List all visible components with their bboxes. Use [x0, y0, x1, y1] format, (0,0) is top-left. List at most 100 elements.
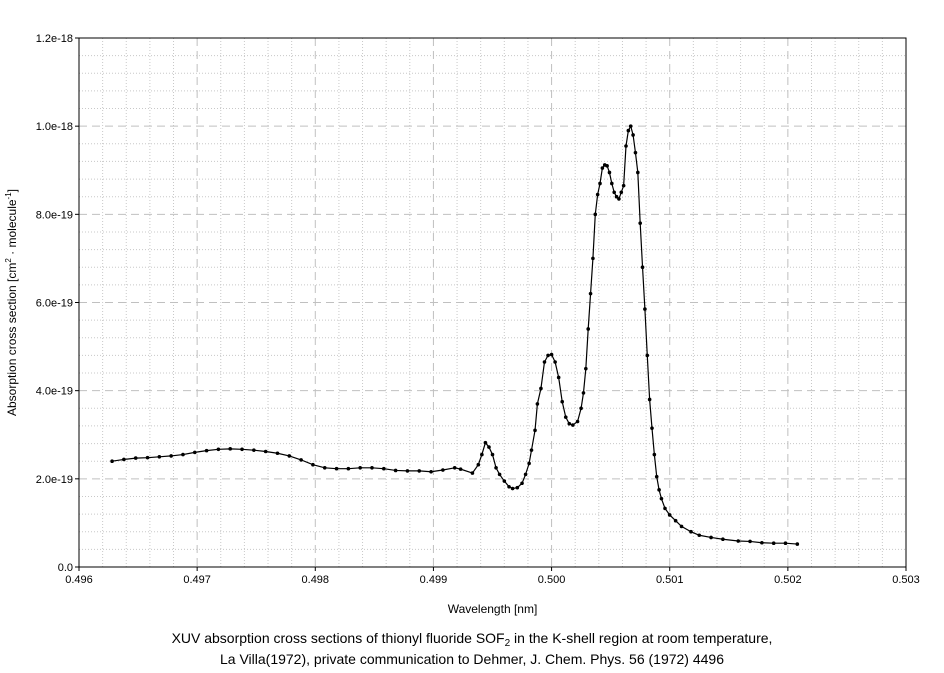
axis-ticks: [75, 37, 907, 571]
data-point: [502, 479, 507, 483]
data-point: [588, 291, 593, 296]
data-point: [600, 166, 605, 170]
data-point: [607, 170, 612, 175]
data-point: [579, 406, 583, 411]
data-point: [619, 190, 624, 195]
data-point: [633, 150, 638, 155]
data-point: [709, 535, 713, 540]
chart-svg: 0.496 0.497 0.498 0.499 0.500 0.501 0.502 0.503…: [4, 33, 920, 616]
data-point: [458, 467, 463, 471]
y-tick-label: 1.2e-18: [36, 33, 73, 45]
x-tick-label: 0.498: [302, 574, 330, 586]
y-axis-label: Absorption cross section [cm2 · molecule…: [4, 189, 19, 416]
y-tick-label: 1.0e-18: [36, 121, 73, 133]
data-point: [584, 366, 588, 371]
data-point: [476, 462, 481, 467]
data-point: [382, 466, 386, 471]
data-point: [736, 539, 741, 543]
data-point: [169, 454, 173, 458]
data-point: [263, 449, 268, 454]
caption-line-1: XUV absorption cross sections of thionyl…: [0, 628, 944, 649]
data-point: [581, 391, 586, 395]
data-point: [192, 450, 197, 455]
data-point: [507, 484, 511, 489]
data-point: [640, 265, 645, 270]
data-point: [533, 428, 537, 433]
x-axis-label: Wavelength [nm]: [448, 602, 538, 616]
x-axis-tick-labels: 0.496 0.497 0.498 0.499 0.500 0.501 0.502 0.503: [65, 574, 920, 586]
data-point: [539, 386, 543, 391]
y-axis-tick-labels: 0.0 2.0e-19 4.0e-19 6.0e-19 8.0e-19 1.0e-18 1.…: [36, 33, 73, 574]
data-point: [626, 128, 631, 133]
data-point: [628, 124, 633, 128]
data-point: [527, 461, 531, 466]
data-point: [556, 375, 561, 380]
data-point: [429, 469, 433, 474]
data-point: [657, 488, 661, 492]
x-tick-label: 0.501: [656, 574, 684, 586]
data-point: [652, 452, 657, 457]
data-point: [610, 181, 614, 186]
data-point: [721, 537, 725, 542]
x-tick-label: 0.499: [420, 574, 448, 586]
caption-line-2: La Villa(1972), private communication to…: [220, 651, 724, 667]
data-point: [783, 541, 788, 545]
data-point: [346, 466, 351, 471]
data-point: [510, 486, 515, 491]
data-point: [145, 455, 150, 460]
data-point: [654, 474, 659, 479]
y-tick-label: 8.0e-19: [36, 209, 73, 221]
data-point: [515, 485, 520, 490]
data-point: [598, 181, 602, 186]
x-tick-label: 0.502: [774, 574, 802, 586]
data-point: [204, 448, 209, 453]
data-point: [586, 327, 590, 331]
x-tick-label: 0.500: [538, 574, 566, 586]
data-point: [595, 192, 600, 197]
caption-line-1-subscript: 2: [504, 638, 511, 649]
data-point: [748, 539, 752, 544]
data-point: [760, 540, 764, 545]
data-point: [535, 402, 540, 406]
data-point: [612, 190, 616, 195]
data-point: [299, 458, 303, 462]
data-point: [322, 466, 327, 470]
data-point: [591, 256, 595, 261]
data-point: [624, 144, 628, 148]
data-point: [480, 452, 484, 457]
data-point: [497, 472, 502, 477]
data-point: [529, 448, 534, 452]
data-point: [216, 447, 221, 452]
data-point: [122, 457, 126, 462]
y-axis-label-part: ]: [5, 189, 19, 192]
data-point: [452, 466, 457, 470]
data-point: [157, 454, 162, 459]
y-axis-label-part: Absorption cross section [cm: [5, 263, 19, 416]
data-point: [689, 529, 693, 534]
data-point: [621, 183, 626, 188]
y-tick-label: 6.0e-19: [36, 298, 73, 310]
data-point: [311, 462, 315, 467]
data-point: [567, 421, 572, 426]
caption-line-1-prefix: XUV absorption cross sections of thionyl…: [171, 630, 505, 646]
data-point: [560, 399, 564, 404]
data-point: [771, 541, 776, 545]
data-point: [575, 419, 580, 424]
data-point: [659, 496, 664, 501]
y-axis-label-superscript: 2: [4, 258, 13, 263]
y-tick-label: 2.0e-19: [36, 474, 73, 486]
data-point: [133, 456, 138, 460]
y-tick-label: 0.0: [58, 562, 73, 574]
y-axis-label-superscript: -1: [4, 192, 13, 200]
data-point: [275, 451, 280, 456]
data-point: [631, 133, 635, 137]
data-point: [487, 445, 491, 449]
data-point: [614, 194, 619, 199]
data-point: [405, 469, 410, 473]
data-point: [617, 197, 621, 201]
y-axis-label-part: · molecule: [5, 199, 19, 258]
data-point: [228, 447, 233, 451]
data-point: [240, 447, 244, 452]
data-point: [667, 513, 672, 517]
data-point: [673, 518, 678, 523]
